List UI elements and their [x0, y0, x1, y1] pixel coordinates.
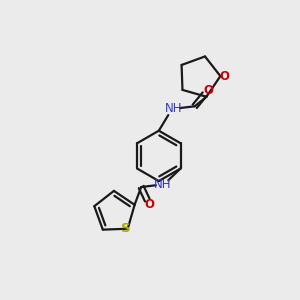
- Text: S: S: [122, 222, 131, 235]
- Text: O: O: [144, 198, 154, 211]
- Text: NH: NH: [165, 102, 182, 115]
- Text: NH: NH: [154, 178, 171, 191]
- Text: O: O: [220, 70, 230, 83]
- Text: O: O: [203, 84, 213, 97]
